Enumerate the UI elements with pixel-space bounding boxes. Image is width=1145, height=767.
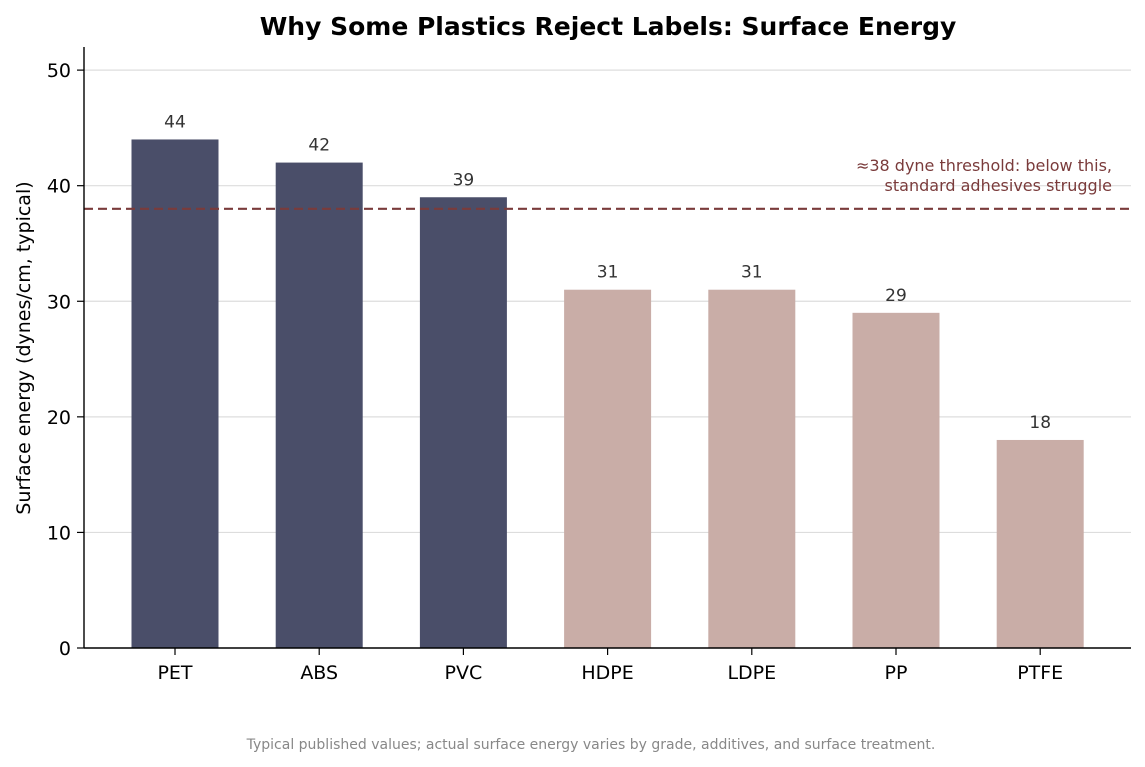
bars: 44 42 39 31 31 29 18 [131, 112, 1084, 649]
axes: 0 10 20 30 40 50 PET ABS PVC HDPE LDPE PP PTFE [47, 47, 1131, 684]
data-label-pvc: 39 [453, 170, 475, 190]
y-axis-label: Surface energy (dynes/cm, typical) [13, 181, 35, 514]
y-tick-label-30: 30 [47, 291, 71, 313]
bar-abs [275, 162, 363, 649]
x-tick-label-ptfe: PTFE [1017, 662, 1063, 684]
y-tick-label-10: 10 [47, 522, 71, 544]
x-tick-label-ldpe: LDPE [727, 662, 776, 684]
bar-pvc [419, 197, 507, 648]
data-label-pet: 44 [164, 112, 186, 132]
y-tick-label-0: 0 [59, 638, 71, 660]
y-tick-label-50: 50 [47, 60, 71, 82]
data-label-hdpe: 31 [597, 263, 619, 283]
threshold-annotation-line-1: ≈38 dyne threshold: below this, [856, 156, 1112, 175]
data-label-ldpe: 31 [741, 263, 763, 283]
threshold-annotation-line-2: standard adhesives struggle [885, 176, 1112, 195]
bar-ptfe [996, 439, 1084, 648]
x-tick-label-abs: ABS [300, 662, 338, 684]
y-tick-label-20: 20 [47, 407, 71, 429]
threshold: ≈38 dyne threshold: below this,standard … [84, 156, 1131, 210]
data-label-ptfe: 18 [1029, 413, 1051, 433]
bar-pet [131, 139, 219, 648]
data-label-pp: 29 [885, 286, 907, 306]
x-tick-label-pvc: PVC [445, 662, 483, 684]
chart-title: Why Some Plastics Reject Labels: Surface… [260, 12, 957, 41]
y-tick-label-40: 40 [47, 176, 71, 198]
bar-ldpe [708, 289, 796, 648]
bar-hdpe [564, 289, 652, 648]
x-tick-label-pp: PP [885, 662, 908, 684]
bar-pp [852, 312, 940, 648]
data-label-abs: 42 [308, 136, 330, 156]
x-tick-label-pet: PET [157, 662, 192, 684]
footnote: Typical published values; actual surface… [246, 737, 936, 753]
x-tick-label-hdpe: HDPE [581, 662, 633, 684]
